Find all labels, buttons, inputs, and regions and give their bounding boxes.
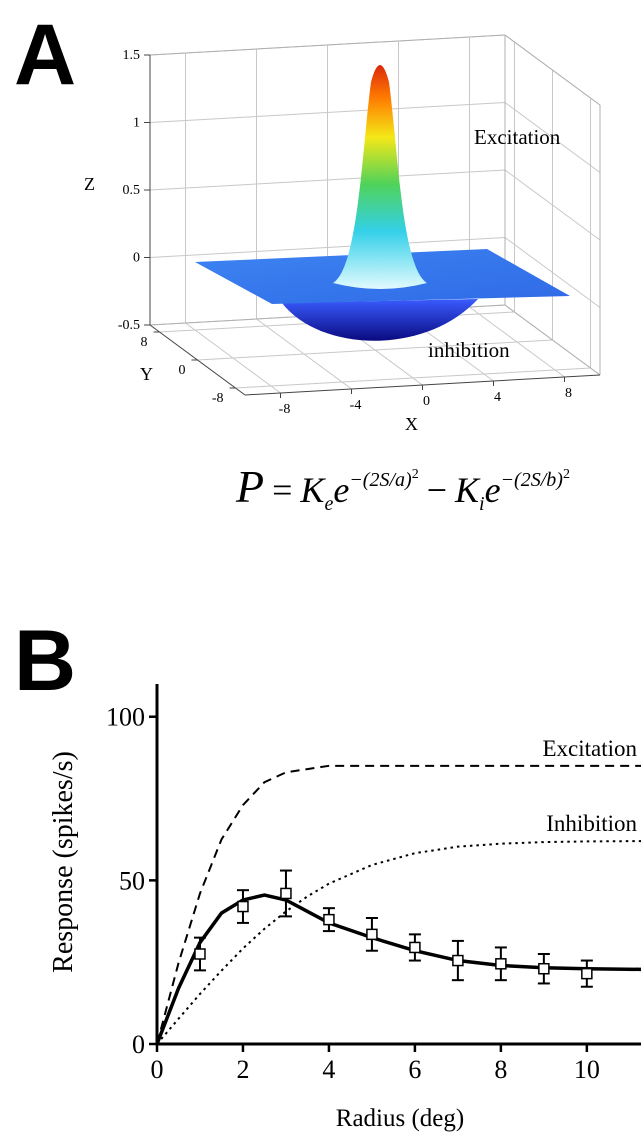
x-axis-label: X (405, 414, 418, 434)
panel-label: B (14, 613, 76, 709)
data-point (581, 967, 593, 980)
annotation: Excitation (474, 125, 561, 149)
y-tick-label: 8 (141, 335, 148, 350)
equation: P = Kee−(2S/a)2− Kie−(2S/b)2 (235, 461, 570, 515)
y-tick-label: 50 (119, 866, 145, 895)
annotation: inhibition (428, 338, 510, 362)
x-tick-label: -4 (350, 398, 362, 413)
plot-area: Excitation Inhibition 0 50 100 0 2 4 6 8 10 (106, 684, 641, 1084)
z-tick-label: 1 (133, 116, 140, 131)
box-edge (504, 304, 601, 376)
x-tick-label: 8 (565, 386, 572, 401)
data-point (194, 948, 206, 960)
panel-label: A (14, 7, 76, 103)
x-tick-label: 6 (408, 1055, 421, 1084)
x-axis-label: Radius (deg) (336, 1105, 464, 1132)
box-edge (504, 34, 601, 106)
data-point (323, 913, 335, 926)
axes-3d: -0.5 0 0.5 1 1.5 -8 -4 0 4 8 -8 0 8 (118, 48, 601, 417)
data-point (452, 954, 464, 967)
z-tick-label: 1.5 (123, 48, 141, 63)
z-tick-label: 0 (133, 251, 140, 266)
data-point (409, 941, 421, 954)
y-axis-label: Y (140, 364, 153, 384)
z-tick-label: 0.5 (123, 183, 141, 198)
data-point (237, 900, 249, 913)
x-tick-label: 0 (151, 1055, 164, 1084)
z-axis-label: Z (84, 174, 95, 194)
grid-line (235, 367, 591, 389)
y-tick-label: 100 (106, 703, 145, 732)
series-line (155, 893, 641, 1045)
x-tick-label: 2 (236, 1055, 249, 1084)
x-tick-label: 4 (322, 1055, 335, 1084)
z-tick-label: -0.5 (118, 318, 140, 333)
y-tick-label: 0 (132, 1030, 145, 1059)
series-line (156, 764, 641, 1045)
data-point (538, 962, 550, 975)
x-tick-label: -8 (279, 402, 291, 417)
box-edge (149, 34, 506, 56)
inhibition-trough (282, 299, 478, 341)
x-tick-label: 0 (423, 394, 430, 409)
x-tick-label: 8 (494, 1055, 507, 1084)
y-axis-label: Response (spikes/s) (48, 751, 79, 973)
x-tick-label: 4 (494, 390, 501, 405)
series-line (156, 840, 641, 1045)
series-label: Inhibition (546, 811, 637, 836)
y-tick-label: -8 (212, 391, 224, 406)
excitation-peak (333, 65, 427, 289)
data-point (366, 928, 378, 941)
data-point (280, 887, 292, 900)
x-tick-label: 10 (574, 1055, 600, 1084)
series-label: Excitation (542, 736, 637, 761)
data-point (495, 958, 507, 970)
grid-line (197, 339, 553, 361)
y-tick-label: 0 (179, 363, 186, 378)
